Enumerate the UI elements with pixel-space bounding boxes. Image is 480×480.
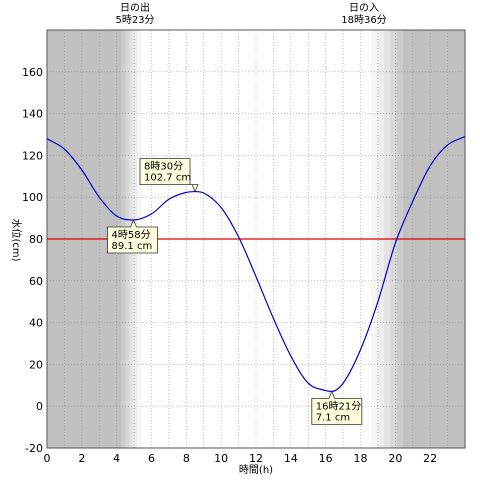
x-axis-label: 時間(h) <box>239 464 273 476</box>
tide-series-line <box>46 136 466 392</box>
x-tick-labels: 0 2 4 6 8 10 12 14 16 18 20 22 <box>44 452 438 465</box>
callout-box <box>311 390 363 425</box>
callout-value: 102.7 cm <box>144 173 191 184</box>
callout-box <box>139 158 199 193</box>
x-tick-label: 12 <box>249 452 263 465</box>
y-tick-label: 60 <box>29 275 43 288</box>
x-tick-label: 2 <box>78 452 85 465</box>
y-tick-label: 80 <box>29 233 43 246</box>
sunrise-title: 日の出 <box>120 1 150 14</box>
y-tick-label: 100 <box>22 191 43 204</box>
sunrise-time: 5時23分 <box>115 14 154 26</box>
sunset-title: 日の入 <box>349 3 379 14</box>
callout-time: 8時30分 <box>144 161 183 173</box>
y-tick-label: 40 <box>29 317 43 330</box>
callout-box <box>107 218 158 254</box>
x-tick-label: 10 <box>214 452 228 465</box>
callout-value: 7.1 cm <box>316 412 350 423</box>
x-tick-label: 16 <box>319 452 333 465</box>
y-axis-label: 水位(cm) <box>10 218 23 261</box>
x-tick-label: 0 <box>44 452 51 465</box>
x-tick-label: 18 <box>354 452 368 465</box>
y-tick-label: 120 <box>22 149 43 162</box>
y-tick-label: -20 <box>25 442 43 455</box>
x-tick-label: 14 <box>284 452 298 465</box>
x-tick-label: 8 <box>183 452 190 465</box>
sunset-time: 18時36分 <box>341 14 386 26</box>
callout-time: 16時21分 <box>316 400 361 412</box>
y-tick-label: 140 <box>22 108 43 121</box>
callout-value: 89.1 cm <box>112 241 153 252</box>
y-tick-label: 160 <box>22 66 43 79</box>
callout-time: 4時58分 <box>112 229 151 241</box>
y-tick-label: 20 <box>29 358 43 371</box>
y-tick-label: 0 <box>36 400 43 413</box>
y-tick-labels: -20 0 20 40 60 80 100 120 140 160 <box>22 66 43 455</box>
x-tick-label: 20 <box>388 452 402 465</box>
x-tick-label: 22 <box>423 452 437 465</box>
x-tick-label: 4 <box>113 452 120 465</box>
x-tick-label: 6 <box>148 452 155 465</box>
